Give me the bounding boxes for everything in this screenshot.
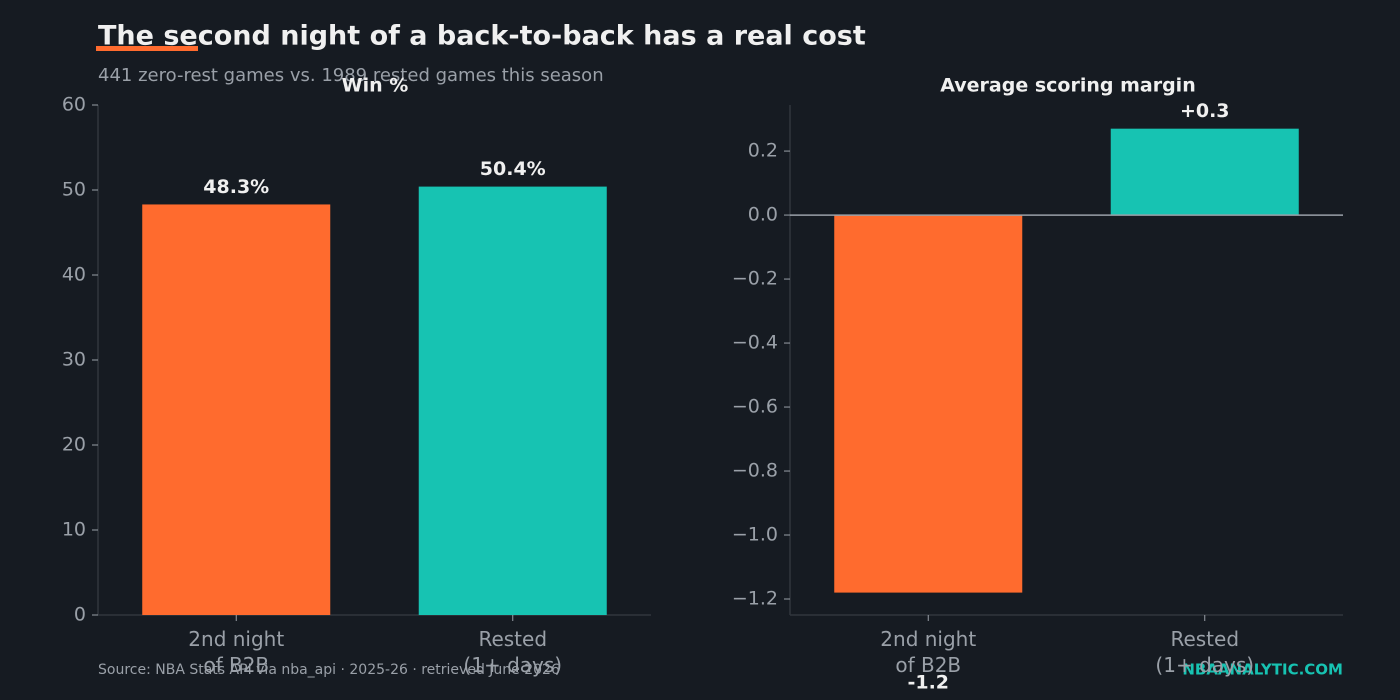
value-label: 48.3% — [203, 176, 269, 198]
y-tick-label: 40 — [62, 264, 86, 286]
y-tick-label: 10 — [62, 519, 86, 541]
y-tick-label: 60 — [62, 94, 86, 116]
x-tick-label: 2nd night of B2B — [188, 627, 284, 677]
y-tick-label: −1.2 — [732, 588, 778, 610]
x-tick-label: Rested (1+ days) — [1155, 627, 1254, 677]
x-tick-label: Rested (1+ days) — [463, 627, 562, 677]
bar — [418, 186, 607, 615]
source: Source: NBA Stats API via nba_api · 2025… — [98, 662, 560, 678]
panel-title: Average scoring margin — [940, 75, 1195, 97]
y-tick-label: −0.8 — [732, 460, 778, 482]
panel-title: Win % — [342, 75, 409, 97]
y-tick-label: 0 — [74, 604, 86, 626]
bar — [1110, 128, 1299, 216]
value-label: -1.2 — [907, 672, 949, 694]
y-tick-label: −0.4 — [732, 332, 778, 354]
y-tick-label: 20 — [62, 434, 86, 456]
bar — [142, 204, 331, 615]
value-label: 50.4% — [480, 158, 546, 180]
page-title: The second night of a back-to-back has a… — [98, 21, 866, 52]
bar — [834, 215, 1023, 593]
subtitle: 441 zero-rest games vs. 1989 rested game… — [98, 65, 604, 86]
title-underline — [96, 46, 198, 51]
y-tick-label: −0.2 — [732, 268, 778, 290]
value-label: +0.3 — [1180, 100, 1230, 122]
y-tick-label: 0.2 — [748, 140, 778, 162]
y-tick-label: −1.0 — [732, 524, 778, 546]
y-tick-label: 50 — [62, 179, 86, 201]
y-tick-label: 30 — [62, 349, 86, 371]
x-tick-label: 2nd night of B2B — [880, 627, 976, 677]
brand: NBAANALYTIC.COM — [1182, 661, 1343, 679]
y-tick-label: −0.6 — [732, 396, 778, 418]
y-tick-label: 0.0 — [748, 204, 778, 226]
